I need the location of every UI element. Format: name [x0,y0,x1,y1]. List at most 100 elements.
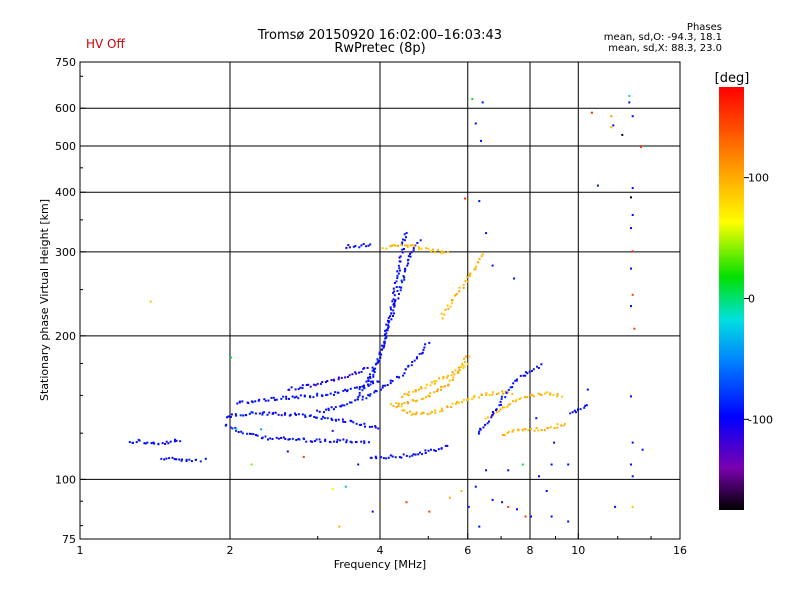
echo-point [428,395,431,398]
echo-point [400,405,403,408]
echo-point [414,389,417,391]
echo-point [530,515,532,518]
echo-point [405,454,408,457]
echo-point [491,414,494,417]
echo-point [290,386,293,389]
echo-point [472,396,475,399]
echo-point [401,248,404,251]
echo-point [397,402,400,405]
echo-point [501,390,504,393]
echo-point [456,371,459,374]
echo-point [185,458,188,461]
echo-point [418,248,421,251]
echo-point [412,453,415,456]
echo-point [420,386,422,388]
echo-point [301,387,304,390]
echo-point [368,394,371,397]
echo-point [403,276,406,279]
echo-point [367,394,370,397]
echo-point [180,459,183,462]
echo-point [400,243,402,246]
echo-point [376,358,379,361]
echo-point [344,376,347,379]
echo-point [507,505,510,508]
echo-point [414,453,417,456]
echo-point [288,388,291,391]
echo-point [324,381,327,384]
echo-point [434,409,437,412]
echo-point [365,380,368,383]
echo-point [405,232,408,235]
echo-point [528,370,531,373]
echo-point [269,437,272,440]
echo-point [628,101,631,104]
echo-point [382,346,385,349]
echo-point [264,435,267,438]
echo-point [459,366,462,369]
echo-point [274,411,277,414]
x-tick-label: 4 [377,544,384,557]
echo-point [163,458,166,461]
echo-point [161,442,164,445]
echo-point [384,333,387,336]
echo-point [480,393,483,396]
echo-point [400,286,403,289]
echo-point [415,357,418,360]
y-tick-label: 100 [55,473,76,486]
echo-point [277,437,280,440]
echo-point [261,413,264,416]
echo-point [553,441,556,444]
echo-point [513,277,516,280]
chart-title: Tromsø 20150920 16:02:00–16:03:43 [257,28,503,43]
colorbar-unit: [deg] [715,71,750,86]
echo-point [519,397,522,400]
echo-point [266,413,269,416]
echo-point [267,399,270,402]
echo-point [330,406,333,409]
echo-point [389,382,392,385]
echo-point [490,416,493,419]
echo-point [346,403,349,406]
echo-point [403,239,406,242]
echo-point [401,251,404,254]
echo-point [614,505,617,508]
echo-point [425,383,428,386]
echo-point [375,390,378,393]
echo-point [403,278,406,281]
echo-point [319,440,322,443]
echo-point [451,379,454,381]
echo-point [357,463,360,466]
echo-point [546,427,549,430]
echo-point [285,397,288,400]
echo-point [484,417,487,420]
echo-point [395,280,398,283]
x-tick-label: 1 [77,544,84,557]
echo-point [507,391,510,394]
echo-point [367,244,370,247]
echo-point [403,392,406,395]
echo-point [511,386,514,389]
echo-point [512,400,515,403]
echo-point [396,289,399,292]
echo-point [361,385,364,388]
echo-point [630,463,632,466]
echo-point [371,366,374,369]
echo-point [153,442,156,445]
echo-point [334,391,337,394]
echo-point [420,398,423,401]
echo-point [371,369,374,372]
echo-point [355,441,358,444]
echo-point [536,365,538,368]
echo-point [396,274,399,277]
echo-point [352,421,355,424]
echo-point [371,380,374,383]
echo-point [521,428,524,431]
echo-point [474,267,477,270]
echo-point [488,394,491,397]
echo-point [437,388,439,391]
echo-point [298,438,301,441]
echo-point [450,374,453,377]
echo-point [429,392,432,395]
echo-point [271,438,274,440]
echo-point [326,393,329,396]
